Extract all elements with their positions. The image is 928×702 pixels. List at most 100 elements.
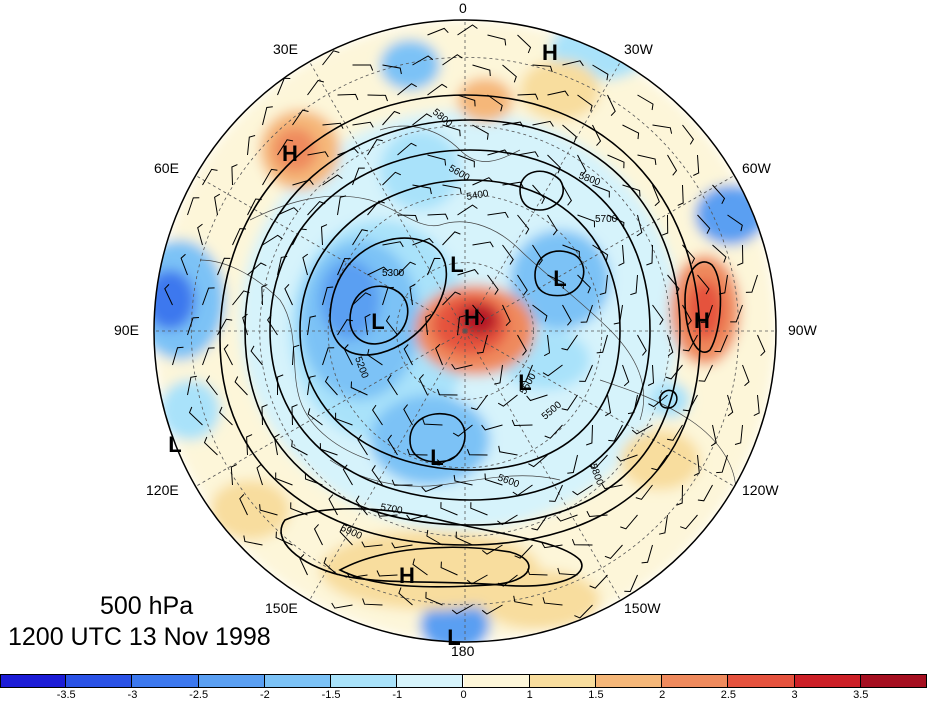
low-pressure-center: L bbox=[168, 432, 181, 457]
wind-barb bbox=[284, 284, 293, 306]
wind-barb bbox=[352, 64, 374, 71]
meridian bbox=[195, 330, 466, 487]
wind-barb bbox=[320, 224, 328, 246]
low-pressure-center: L bbox=[447, 625, 460, 650]
colorbar-tick-label: 2.5 bbox=[720, 689, 736, 701]
wind-barb bbox=[532, 120, 554, 127]
wind-barb bbox=[481, 604, 503, 615]
wind-barb bbox=[453, 474, 473, 486]
wind-barb bbox=[242, 313, 248, 336]
meridian bbox=[464, 175, 735, 332]
wind-barb bbox=[319, 443, 338, 456]
wind-barb bbox=[494, 364, 503, 385]
wind-barb bbox=[517, 274, 528, 296]
high-pressure-center: H bbox=[542, 40, 558, 65]
colorbar-tick-label: 2 bbox=[659, 689, 666, 701]
wind-barb bbox=[753, 394, 760, 417]
wind-barb bbox=[436, 388, 458, 396]
wind-barb bbox=[273, 433, 280, 456]
wind-barb bbox=[631, 424, 653, 435]
wind-barb bbox=[442, 184, 462, 195]
contour-label: 5300 bbox=[382, 268, 405, 279]
colorbar-tick-label: -1.5 bbox=[321, 689, 341, 701]
wind-barb bbox=[502, 64, 517, 83]
wind-barb bbox=[562, 244, 580, 258]
wind-barb bbox=[637, 154, 657, 165]
wind-barb bbox=[339, 526, 353, 546]
lon-label-150e: 150E bbox=[265, 600, 298, 616]
wind-barb bbox=[337, 148, 359, 156]
wind-barb bbox=[187, 197, 200, 216]
wind-barb bbox=[716, 454, 728, 474]
colorbar-tick-label: 3 bbox=[791, 689, 798, 701]
wind-barb bbox=[661, 214, 669, 236]
wind-barb bbox=[680, 514, 698, 530]
wind-barb bbox=[457, 24, 478, 36]
wind-barbs bbox=[164, 24, 766, 619]
wind-barb bbox=[398, 587, 413, 606]
meridian bbox=[195, 175, 466, 332]
wind-barb bbox=[517, 334, 527, 356]
wind-barb bbox=[376, 510, 398, 517]
wind-barb bbox=[277, 255, 288, 276]
wind-barb bbox=[259, 504, 278, 516]
wind-barb bbox=[466, 449, 488, 456]
low-pressure-center: L bbox=[518, 370, 531, 395]
wind-barb bbox=[572, 484, 593, 496]
wind-barb bbox=[342, 464, 353, 486]
wind-barb bbox=[307, 79, 325, 96]
lon-label-180: 180 bbox=[451, 643, 475, 659]
low-pressure-center: L bbox=[430, 445, 443, 470]
wind-barb bbox=[440, 561, 458, 576]
colorbar-swatch bbox=[198, 674, 265, 688]
wind-barb bbox=[528, 454, 548, 468]
wind-barb bbox=[376, 570, 398, 577]
map-border bbox=[153, 19, 777, 643]
wind-barb bbox=[418, 374, 428, 396]
wind-barb bbox=[541, 542, 563, 549]
wind-barb bbox=[630, 274, 638, 296]
latitude-circle bbox=[327, 193, 603, 469]
wind-barb bbox=[250, 345, 263, 366]
wind-barb bbox=[484, 473, 503, 486]
wind-barb bbox=[352, 121, 374, 128]
wind-barb bbox=[757, 334, 766, 357]
wind-barb bbox=[452, 424, 473, 437]
wind-barb bbox=[412, 184, 432, 195]
wind-barb bbox=[387, 374, 398, 396]
caption-time: 1200 UTC 13 Nov 1998 bbox=[8, 623, 271, 651]
wind-barb bbox=[620, 514, 638, 530]
wind-barb bbox=[292, 344, 300, 366]
wind-barb bbox=[636, 214, 643, 237]
wind-barb bbox=[203, 436, 218, 456]
wind-barb bbox=[497, 514, 518, 526]
wind-barb bbox=[682, 394, 698, 412]
wind-barb bbox=[652, 304, 664, 325]
wind-barb bbox=[322, 50, 340, 66]
wind-barb bbox=[635, 484, 653, 500]
wind-barb bbox=[502, 121, 524, 128]
wind-barb bbox=[527, 568, 548, 576]
wind-barb bbox=[574, 604, 593, 619]
wind-barb bbox=[217, 257, 231, 276]
wind-barb bbox=[547, 214, 558, 236]
wind-barb bbox=[304, 472, 323, 486]
wind-barb bbox=[412, 237, 434, 246]
wind-barb bbox=[487, 274, 499, 295]
wind-barb bbox=[624, 574, 638, 593]
wind-barb bbox=[457, 94, 476, 107]
wind-barb bbox=[472, 304, 485, 325]
wind-barb bbox=[547, 154, 561, 174]
wind-barb bbox=[232, 228, 247, 246]
wind-barb bbox=[299, 554, 308, 576]
wind-barb bbox=[472, 64, 491, 77]
wind-barb bbox=[697, 214, 711, 234]
wind-barb bbox=[592, 244, 609, 261]
wind-barb bbox=[337, 257, 351, 276]
wind-barb bbox=[247, 262, 267, 276]
wind-barb bbox=[322, 122, 344, 129]
meridian bbox=[464, 330, 735, 487]
wind-barb bbox=[682, 124, 695, 145]
colorbar-swatch bbox=[66, 674, 133, 688]
wind-barb bbox=[502, 244, 514, 265]
